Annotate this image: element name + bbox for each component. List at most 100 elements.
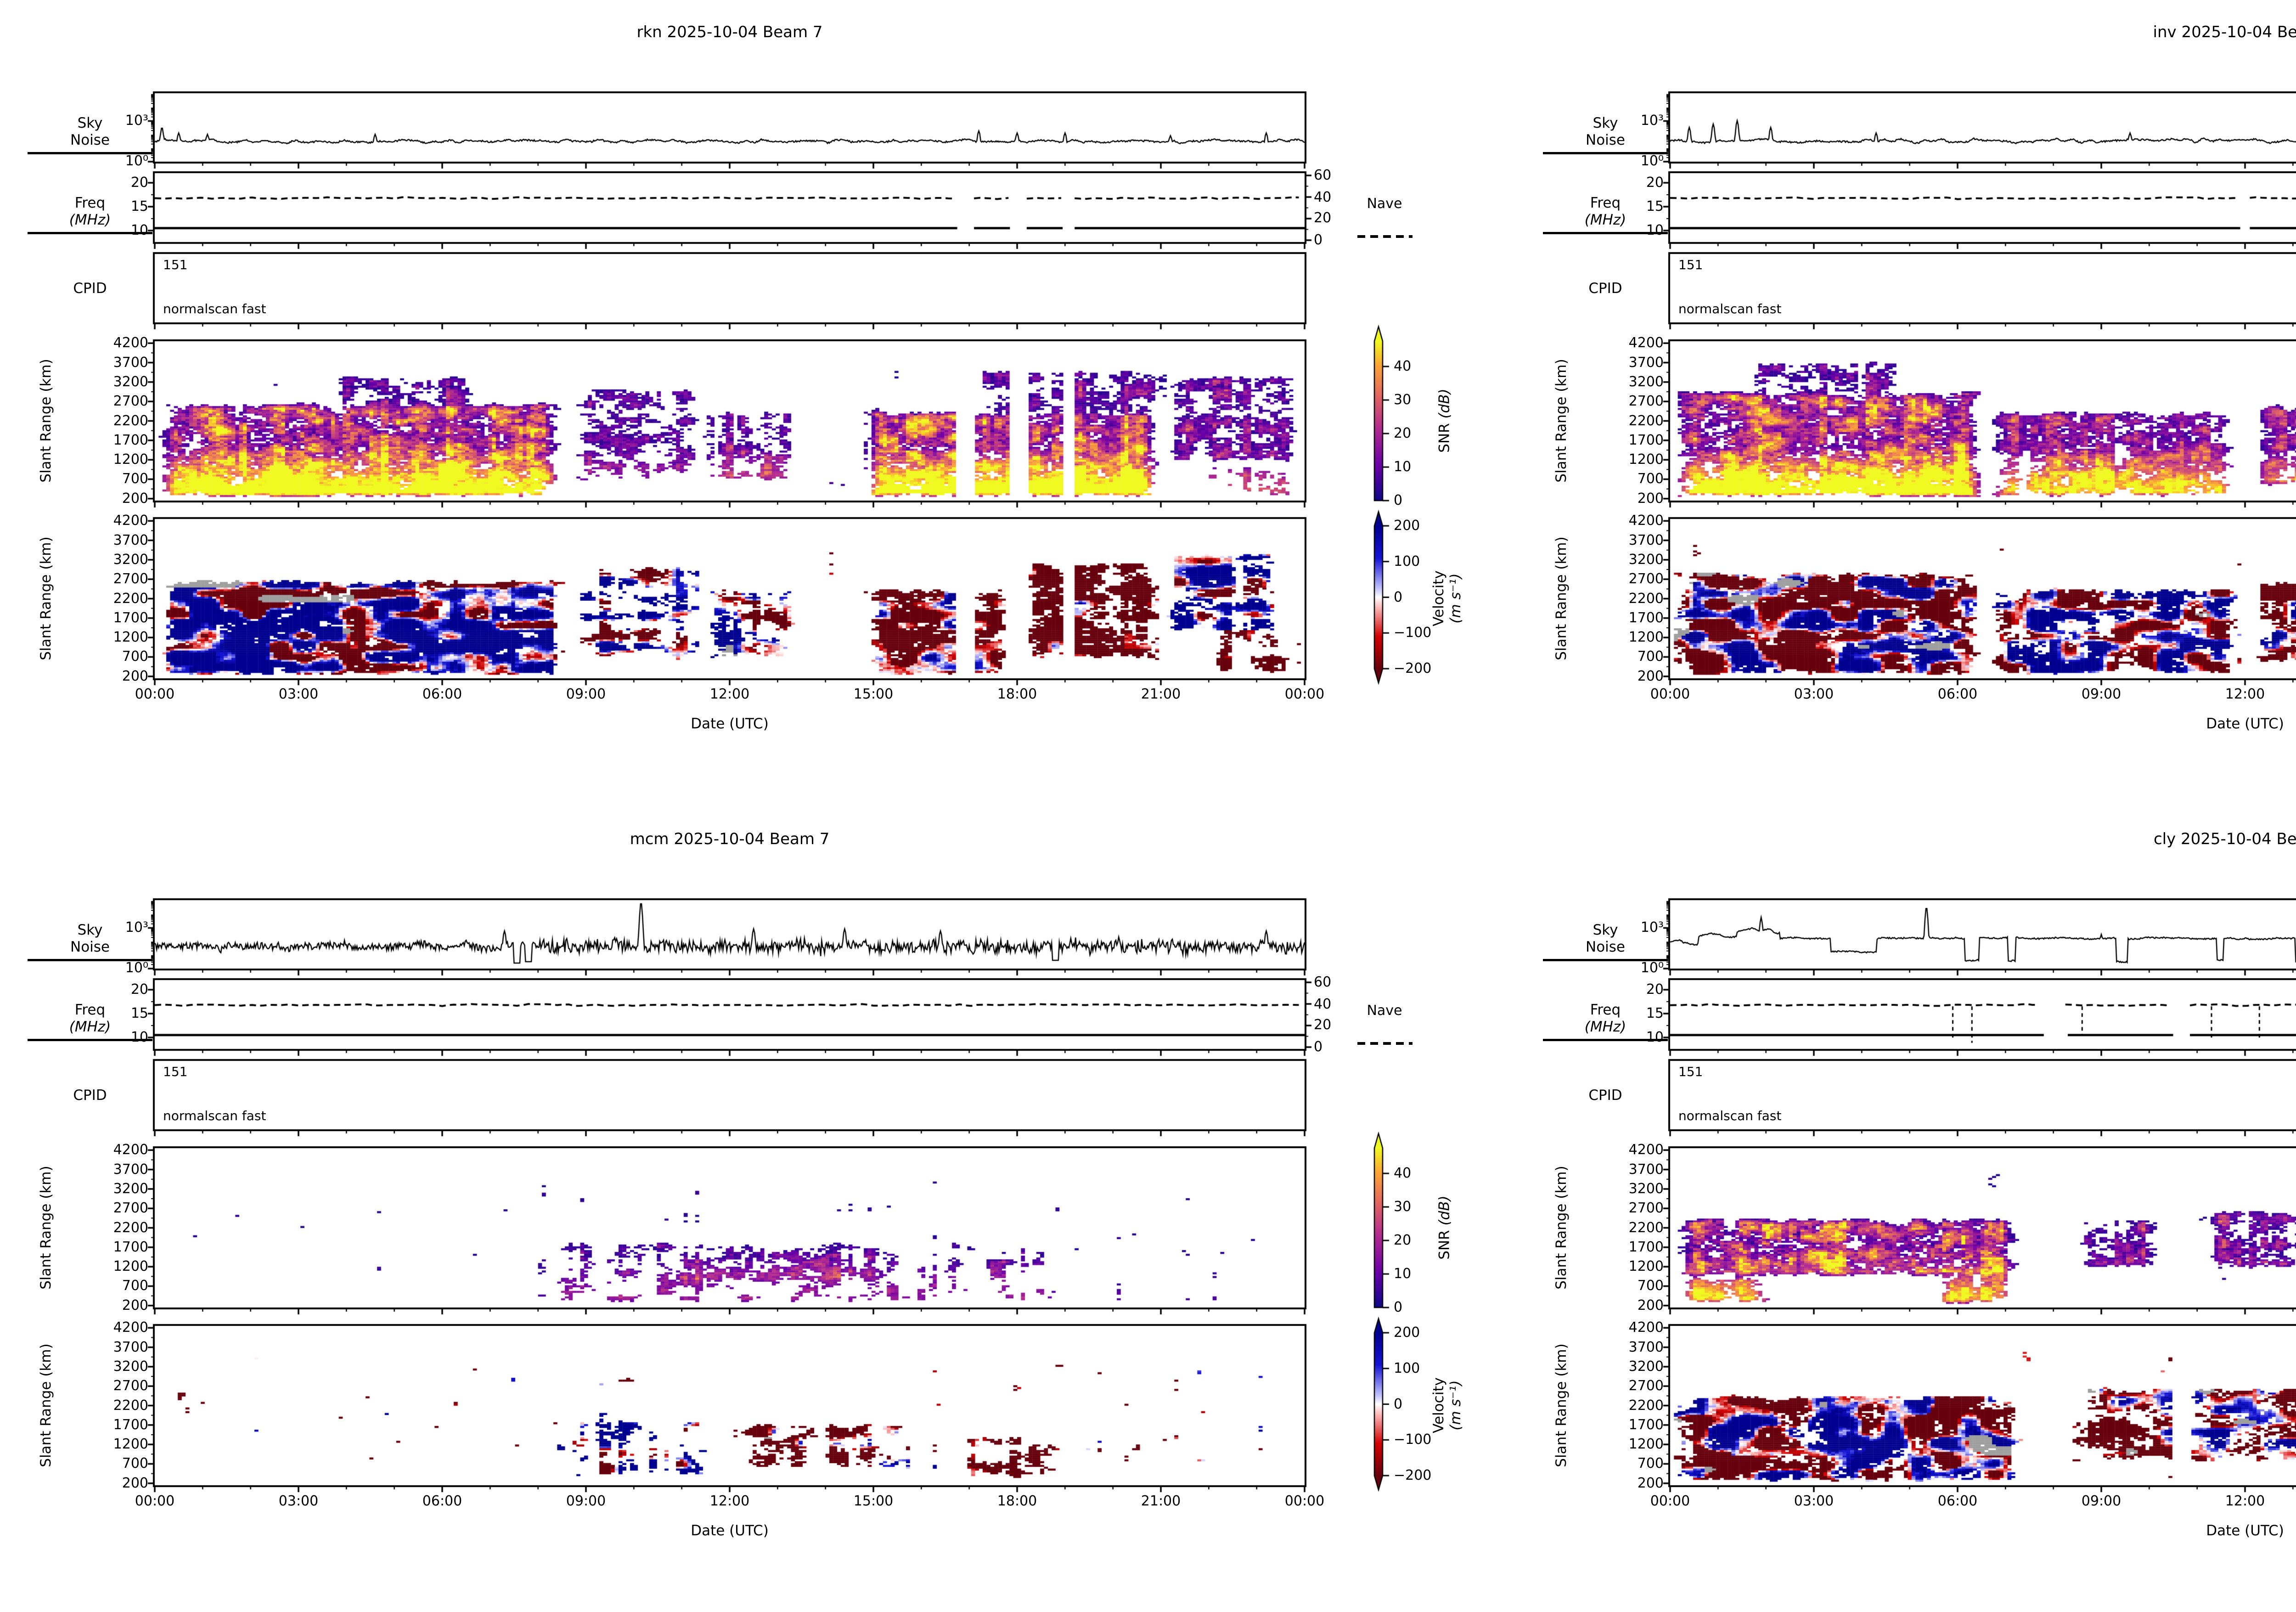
vel-range-tick-label: 3200 [113, 1358, 148, 1375]
vel-range-tick-label: 1200 [113, 629, 148, 645]
x-tick-label: 06:00 [1937, 686, 1978, 702]
snr-range-tick-label: 700 [122, 471, 148, 487]
nave-ytick-label: 40 [1314, 996, 1332, 1012]
sky-ytick-label: 10³ [125, 919, 148, 936]
x-tick-label: 15:00 [853, 686, 894, 702]
vel-range-tick-label: 1700 [113, 1417, 148, 1433]
snr-colorbar-tick-label: 0 [1394, 1299, 1403, 1315]
snr-range-tick-label: 2200 [1628, 413, 1664, 429]
x-tick-label: 00:00 [1650, 686, 1690, 702]
vel-range-tick-label: 700 [122, 1455, 148, 1471]
freq-ytick-label: 15 [1646, 198, 1664, 214]
freq-label-line1: Freq [74, 1002, 106, 1018]
rkn-sky-noise-plot [142, 80, 1317, 175]
vel-range-tick-label: 3200 [1628, 1358, 1664, 1375]
sky-label-line1: Sky [1593, 115, 1618, 131]
vel-range-tick-label: 700 [1637, 1455, 1664, 1471]
vel-range-tick-label: 2700 [113, 1378, 148, 1394]
vel-range-tick-label: 2200 [113, 591, 148, 607]
snr-range-tick-label: 1200 [113, 1258, 148, 1274]
vel-range-tick-label: 1700 [1628, 610, 1664, 626]
cpid-axis-label: CPID [1588, 1087, 1622, 1104]
snr-colorbar-tick-label: 30 [1394, 1199, 1412, 1215]
snr-range-tick-label: 4200 [1628, 1142, 1664, 1158]
cly-snr-heatmap [1657, 1135, 2296, 1320]
inv-snr-heatmap [1657, 328, 2296, 513]
cly-sky-noise-plot [1657, 887, 2296, 981]
snr-range-tick-label: 200 [122, 490, 148, 507]
vel-colorbar-tick-label: −100 [1394, 625, 1432, 641]
x-tick-label: 06:00 [422, 686, 462, 702]
panel-title: mcm 2025-10-04 Beam 7 [630, 830, 830, 848]
snr-range-tick-label: 4200 [1628, 335, 1664, 351]
freq-label-line2: (MHz) [1584, 212, 1626, 228]
snr-range-tick-label: 4200 [113, 335, 148, 351]
x-tick-label: 00:00 [1284, 1493, 1325, 1509]
snr-colorbar-tick-label: 20 [1394, 1232, 1412, 1248]
sky-ytick-label: 10³ [1640, 919, 1664, 936]
freq-axis-label: Freq (MHz) [28, 1002, 152, 1041]
nave-ytick-label: 60 [1314, 974, 1332, 990]
snr-colorbar-tick-label: 10 [1394, 1266, 1412, 1282]
x-tick-label: 12:00 [709, 1493, 750, 1509]
sky-noise-axis-label: Sky Noise [1543, 922, 1668, 961]
freq-label-line2: (MHz) [69, 212, 111, 228]
sky-label-line2: Noise [1586, 132, 1625, 148]
panel-rkn: rkn 2025-10-04 Beam 7 Sky Noise Freq (MH… [0, 0, 1515, 805]
freq-label-line2: (MHz) [1584, 1019, 1626, 1035]
x-tick-label: 18:00 [997, 686, 1037, 702]
vel-range-tick-label: 4200 [1628, 1319, 1664, 1336]
x-axis-label: Date (UTC) [2206, 716, 2284, 732]
freq-ytick-label: 15 [130, 198, 148, 214]
x-tick-label: 09:00 [566, 1493, 606, 1509]
snr-range-tick-label: 1700 [113, 432, 148, 448]
sky-label-line2: Noise [70, 939, 110, 955]
x-tick-label: 09:00 [566, 686, 606, 702]
freq-axis-label: Freq (MHz) [28, 195, 152, 234]
vel-colorbar-tick-label: −200 [1394, 660, 1432, 676]
freq-ytick-label: 10 [130, 1029, 148, 1045]
vel-range-tick-label: 1700 [1628, 1417, 1664, 1433]
cly-cpid-plot [1657, 1048, 2296, 1142]
nave-ytick-label: 40 [1314, 189, 1332, 205]
rkn-freq-plot [142, 160, 1317, 255]
snr-colorbar-tick-label: 10 [1394, 459, 1412, 475]
sky-label-line1: Sky [1593, 922, 1618, 938]
inv-cpid-plot [1657, 241, 2296, 335]
x-tick-label: 12:00 [709, 686, 750, 702]
snr-range-tick-label: 3200 [1628, 1181, 1664, 1197]
velocity-colorbar [1360, 508, 1407, 696]
velocity-colorbar [1360, 1315, 1407, 1503]
sky-noise-axis-label: Sky Noise [1543, 115, 1668, 154]
snr-range-tick-label: 2700 [113, 393, 148, 409]
snr-range-tick-label: 1200 [113, 451, 148, 468]
vel-range-tick-label: 2700 [1628, 1378, 1664, 1394]
nave-ytick-label: 0 [1314, 232, 1323, 248]
vel-range-tick-label: 700 [122, 648, 148, 665]
snr-range-axis-label: Slant Range (km) [38, 359, 54, 483]
freq-ytick-label: 15 [1646, 1005, 1664, 1021]
panel-title: rkn 2025-10-04 Beam 7 [636, 23, 823, 41]
snr-range-tick-label: 2700 [113, 1200, 148, 1216]
nave-ytick-label: 60 [1314, 167, 1332, 183]
snr-range-tick-label: 2200 [1628, 1220, 1664, 1236]
snr-range-tick-label: 3700 [1628, 355, 1664, 371]
rkn-velocity-heatmap [142, 506, 1317, 691]
cpid-axis-label: CPID [1588, 280, 1622, 297]
vel-colorbar-tick-label: 0 [1394, 589, 1403, 605]
freq-ytick-label: 20 [130, 175, 148, 191]
vel-range-tick-label: 4200 [113, 1319, 148, 1336]
sky-ytick-label: 10⁰ [1640, 960, 1664, 976]
vel-range-axis-label: Slant Range (km) [38, 1343, 54, 1467]
snr-colorbar-tick-label: 20 [1394, 425, 1412, 441]
x-tick-label: 21:00 [1141, 1493, 1181, 1509]
inv-velocity-heatmap [1657, 506, 2296, 691]
sky-noise-axis-label: Sky Noise [28, 115, 152, 154]
freq-ytick-label: 15 [130, 1005, 148, 1021]
snr-range-tick-label: 700 [1637, 1278, 1664, 1294]
freq-axis-label: Freq (MHz) [1543, 1002, 1668, 1041]
x-tick-label: 03:00 [278, 686, 319, 702]
x-axis-label: Date (UTC) [691, 1522, 769, 1539]
vel-range-tick-label: 2700 [113, 571, 148, 587]
nave-legend-dash [1357, 1042, 1412, 1045]
